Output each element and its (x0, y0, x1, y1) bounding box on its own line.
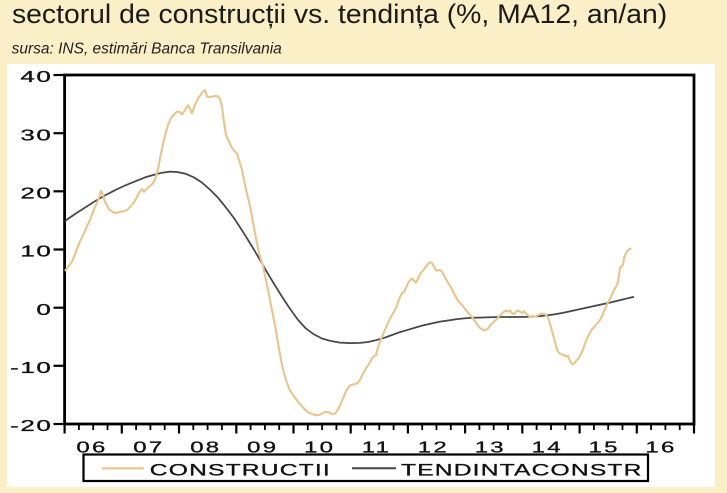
svg-text:-20: -20 (10, 417, 52, 435)
svg-text:16: 16 (645, 439, 676, 456)
svg-text:06: 06 (76, 439, 107, 456)
svg-text:20: 20 (20, 184, 52, 202)
svg-text:sursa: INS, estimări Banca Tra: sursa: INS, estimări Banca Transilvania (12, 41, 283, 58)
svg-text:10: 10 (304, 439, 335, 456)
svg-text:-10: -10 (10, 359, 52, 377)
svg-text:07: 07 (133, 439, 164, 456)
svg-text:12: 12 (418, 439, 449, 456)
svg-text:14: 14 (532, 439, 563, 456)
svg-text:CONSTRUCTII: CONSTRUCTII (150, 461, 331, 479)
svg-text:15: 15 (589, 439, 620, 456)
svg-text:10: 10 (20, 242, 52, 260)
svg-text:09: 09 (247, 439, 278, 456)
svg-text:0: 0 (36, 301, 52, 319)
svg-text:TENDINTACONSTR: TENDINTACONSTR (401, 461, 643, 479)
svg-text:sectorul de construcții vs. te: sectorul de construcții vs. tendința (%,… (12, 0, 667, 29)
svg-text:40: 40 (20, 68, 52, 86)
svg-text:13: 13 (475, 439, 506, 456)
svg-text:30: 30 (20, 126, 52, 144)
svg-text:08: 08 (190, 439, 221, 456)
svg-text:11: 11 (362, 439, 391, 456)
